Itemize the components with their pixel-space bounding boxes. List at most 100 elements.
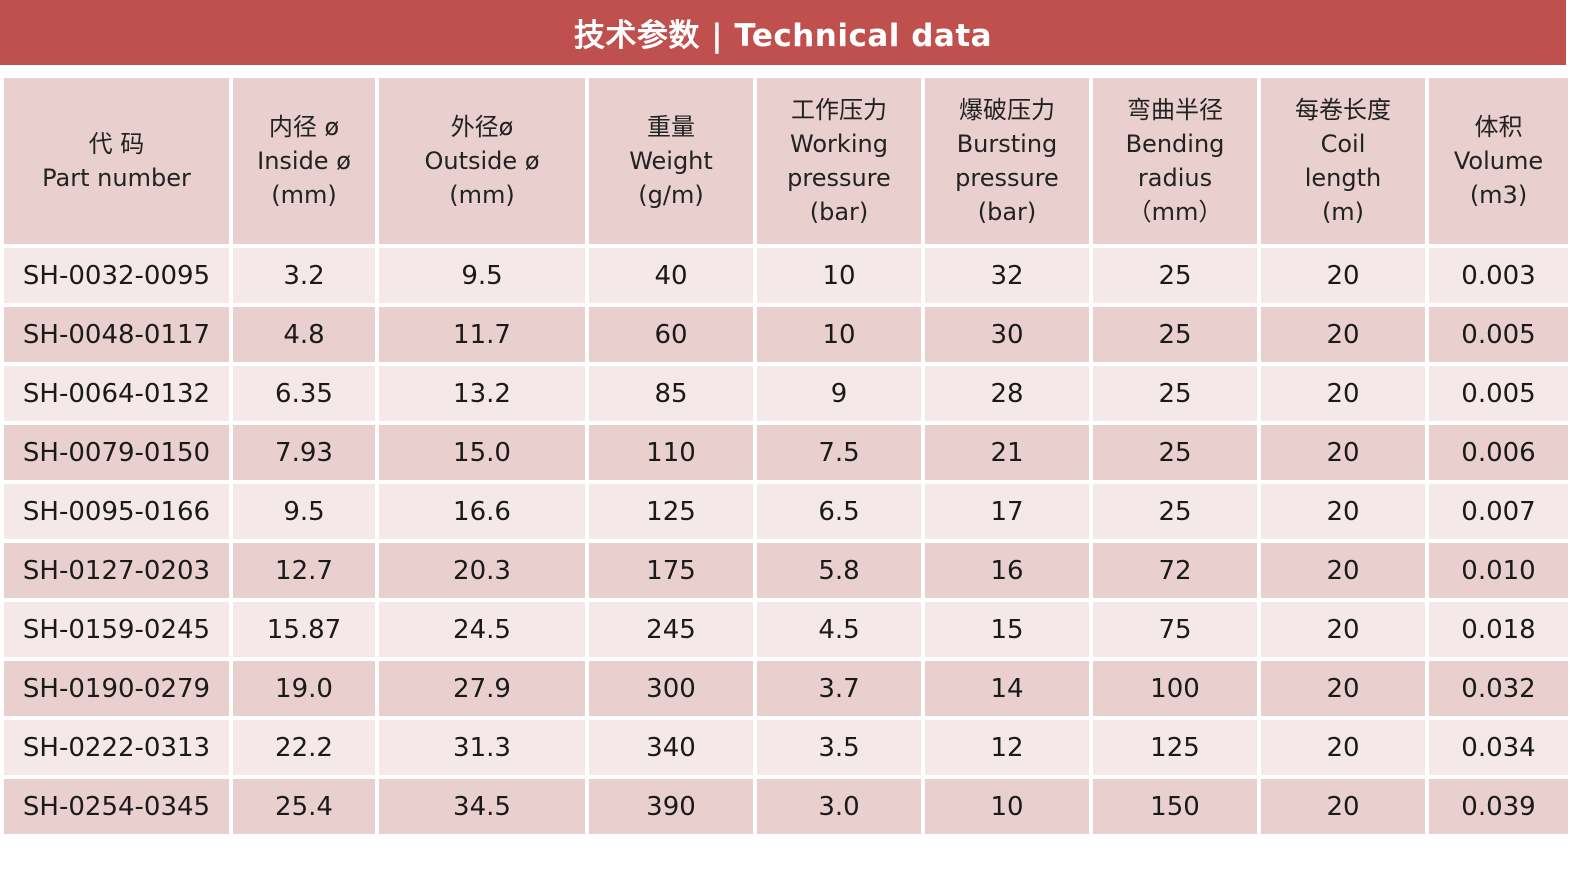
column-header-line: pressure	[787, 164, 891, 192]
table-cell: 20	[1257, 244, 1429, 307]
column-header: 内径 ø Inside ø (mm)	[229, 74, 379, 248]
table-cell: 9.5	[375, 244, 589, 307]
table-cell: 20.3	[375, 539, 589, 602]
table-cell: 15.0	[375, 421, 589, 484]
table-cell: 25	[1089, 362, 1261, 425]
table-cell: 300	[585, 657, 757, 720]
column-header-line: (bar)	[977, 198, 1037, 226]
column-header-line: Bending	[1125, 130, 1225, 158]
part-number-cell: SH-0159-0245	[0, 598, 233, 661]
column-header-line: Coil	[1320, 130, 1366, 158]
table-cell: 20	[1257, 598, 1429, 661]
page-title: 技术参数 | Technical data	[0, 0, 1566, 65]
table-row: SH-0032-0095 3.2 9.5 40 10 32 25 20 0.003	[0, 244, 1568, 307]
column-header-line: 爆破压力	[959, 96, 1055, 124]
table-cell: 25	[1089, 480, 1261, 543]
table-cell: 3.5	[753, 716, 925, 779]
part-number-cell: SH-0190-0279	[0, 657, 233, 720]
table-cell: 9.5	[229, 480, 379, 543]
table-cell: 25	[1089, 303, 1261, 366]
table-row: SH-0159-0245 15.87 24.5 245 4.5 15 75 20 0.018	[0, 598, 1568, 661]
table-row: SH-0095-0166 9.5 16.6 125 6.5 17 25 20 0.007	[0, 480, 1568, 543]
table-cell: 5.8	[753, 539, 925, 602]
column-header-line: 代 码	[88, 130, 145, 158]
table-cell: 13.2	[375, 362, 589, 425]
column-header: 重量 Weight (g/m)	[585, 74, 757, 248]
part-number-cell: SH-0048-0117	[0, 303, 233, 366]
table-cell: 20	[1257, 362, 1429, 425]
table-cell: 32	[921, 244, 1093, 307]
column-header: 每卷长度 Coil length (m)	[1257, 74, 1429, 248]
table-cell: 20	[1257, 421, 1429, 484]
table-cell: 3.7	[753, 657, 925, 720]
table-cell: 6.5	[753, 480, 925, 543]
table-cell: 125	[585, 480, 757, 543]
table-cell: 0.006	[1425, 421, 1568, 484]
table-cell: 110	[585, 421, 757, 484]
table-cell: 0.034	[1425, 716, 1568, 779]
column-header-line: Weight	[629, 147, 713, 175]
table-cell: 12	[921, 716, 1093, 779]
table-cell: 17	[921, 480, 1093, 543]
column-header-line: 重量	[647, 113, 695, 141]
table-row: SH-0190-0279 19.0 27.9 300 3.7 14 100 20 0.032	[0, 657, 1568, 720]
table-cell: 0.003	[1425, 244, 1568, 307]
technical-data-table: 代 码 Part number 内径 ø Inside ø (mm) 外径ø Outside…	[0, 74, 1568, 838]
table-cell: 20	[1257, 303, 1429, 366]
table-cell: 34.5	[375, 775, 589, 838]
column-header-line: (m3)	[1469, 181, 1528, 209]
column-header-line: Inside ø	[257, 147, 351, 175]
table-cell: 4.8	[229, 303, 379, 366]
table-cell: 24.5	[375, 598, 589, 661]
table-cell: 14	[921, 657, 1093, 720]
table-cell: 21	[921, 421, 1093, 484]
table-cell: 245	[585, 598, 757, 661]
table-cell: 0.005	[1425, 303, 1568, 366]
table-cell: 15	[921, 598, 1093, 661]
table-cell: 9	[753, 362, 925, 425]
table-cell: 15.87	[229, 598, 379, 661]
part-number-cell: SH-0095-0166	[0, 480, 233, 543]
column-header-line: Bursting	[956, 130, 1058, 158]
table-row: SH-0127-0203 12.7 20.3 175 5.8 16 72 20 0.010	[0, 539, 1568, 602]
table-row: SH-0222-0313 22.2 31.3 340 3.5 12 125 20 0.034	[0, 716, 1568, 779]
table-cell: 20	[1257, 539, 1429, 602]
column-header-line: Working	[790, 130, 888, 158]
table-cell: 25	[1089, 421, 1261, 484]
table-cell: 16.6	[375, 480, 589, 543]
column-header-line: (g/m)	[638, 181, 704, 209]
table-cell: 10	[753, 244, 925, 307]
table-cell: 85	[585, 362, 757, 425]
column-header-line: length	[1304, 164, 1382, 192]
column-header-line: (bar)	[809, 198, 869, 226]
table-header-row: 代 码 Part number 内径 ø Inside ø (mm) 外径ø Outside…	[0, 74, 1568, 248]
table-cell: 22.2	[229, 716, 379, 779]
table-cell: 19.0	[229, 657, 379, 720]
table-cell: 72	[1089, 539, 1261, 602]
column-header: 爆破压力 Bursting pressure (bar)	[921, 74, 1093, 248]
table-body: SH-0032-0095 3.2 9.5 40 10 32 25 20 0.003 SH-0048…	[0, 244, 1568, 838]
table-cell: 0.007	[1425, 480, 1568, 543]
table-cell: 3.2	[229, 244, 379, 307]
table-cell: 7.93	[229, 421, 379, 484]
table-cell: 3.0	[753, 775, 925, 838]
table-cell: 75	[1089, 598, 1261, 661]
table-row: SH-0079-0150 7.93 15.0 110 7.5 21 25 20 0.006	[0, 421, 1568, 484]
table-cell: 20	[1257, 775, 1429, 838]
part-number-cell: SH-0079-0150	[0, 421, 233, 484]
part-number-cell: SH-0222-0313	[0, 716, 233, 779]
table-row: SH-0254-0345 25.4 34.5 390 3.0 10 150 20 0.039	[0, 775, 1568, 838]
column-header-line: 每卷长度	[1295, 96, 1391, 124]
table-cell: 27.9	[375, 657, 589, 720]
table-cell: 60	[585, 303, 757, 366]
table-cell: 390	[585, 775, 757, 838]
column-header-line: 外径ø	[450, 113, 514, 141]
table-cell: 11.7	[375, 303, 589, 366]
part-number-cell: SH-0032-0095	[0, 244, 233, 307]
table-cell: 20	[1257, 716, 1429, 779]
table-cell: 20	[1257, 657, 1429, 720]
table-row: SH-0064-0132 6.35 13.2 85 9 28 25 20 0.005	[0, 362, 1568, 425]
column-header-line: (mm)	[449, 181, 515, 209]
table-cell: 125	[1089, 716, 1261, 779]
column-header-line: Outside ø	[424, 147, 540, 175]
